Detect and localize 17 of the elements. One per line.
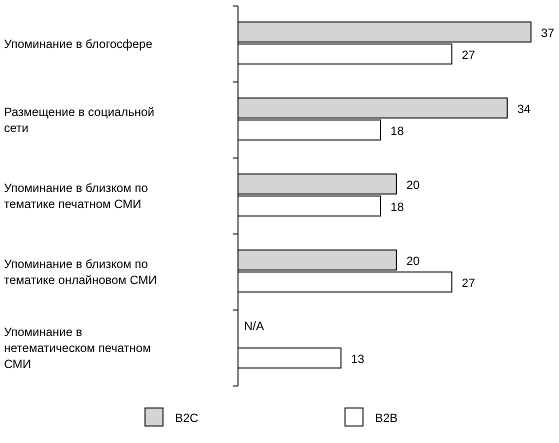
- text: N/A: [244, 319, 264, 333]
- data-label: 18: [390, 124, 404, 138]
- y-tick-label: Упоминание в нетематическом печатном СМИ: [4, 325, 151, 371]
- data-label: 27: [462, 276, 476, 290]
- data-label: 20: [406, 178, 420, 192]
- y-tick-label: Упоминание в близком по тематике онлайновом СМИ: [4, 257, 157, 287]
- y-tick-label: Упоминание в блогосфере: [4, 37, 153, 51]
- legend-label: B2C: [175, 411, 199, 425]
- data-label: 34: [517, 102, 531, 116]
- data-label: 13: [350, 352, 365, 366]
- data-label: 20: [406, 254, 420, 268]
- data-label: 27: [462, 48, 476, 62]
- y-tick-label: Упоминание в близком по тематике печатном СМИ: [4, 181, 148, 211]
- data-label: 37: [541, 26, 555, 40]
- legend-label: B2B: [375, 411, 398, 425]
- data-label: 18: [390, 200, 404, 214]
- y-tick-label: Размещение в социальной сети: [4, 105, 154, 135]
